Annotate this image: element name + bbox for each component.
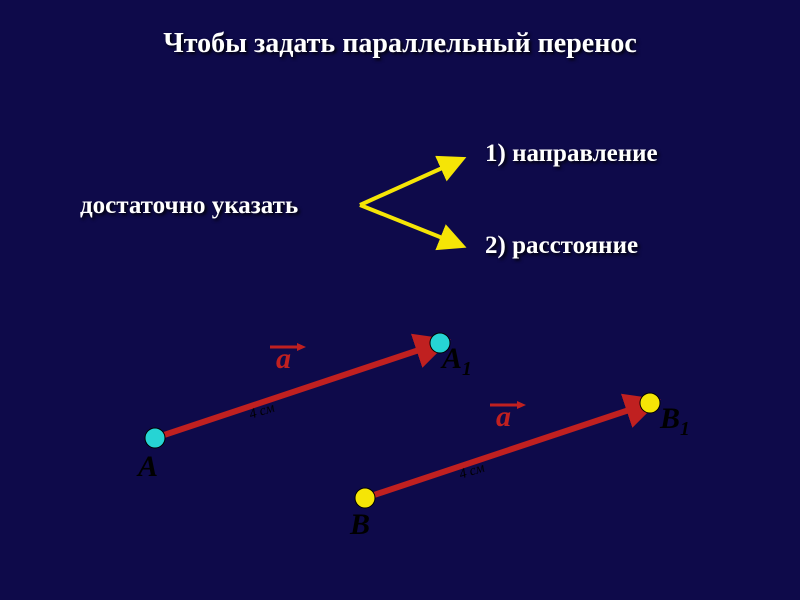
label-b1-sub: 1 [680,419,690,440]
vector-accent-bottom-head [517,401,526,409]
vector-a-top [155,347,428,438]
point-b1 [640,393,660,413]
point-b [355,488,375,508]
label-a1-sub: 1 [462,359,472,380]
label-b: В [350,508,370,542]
label-a1-base: А [442,342,462,375]
label-a: А [138,450,158,484]
vector-accent-top-head [297,343,306,351]
diagram-svg [0,0,800,600]
branch-arrow-1 [360,160,460,205]
vector-label-bottom: a [496,400,511,434]
label-b1-base: В [660,402,680,435]
point-a [145,428,165,448]
branch-arrow-2 [360,205,460,245]
label-b1: В1 [660,402,690,441]
vector-label-top: a [276,342,291,376]
label-a1: А1 [442,342,472,381]
